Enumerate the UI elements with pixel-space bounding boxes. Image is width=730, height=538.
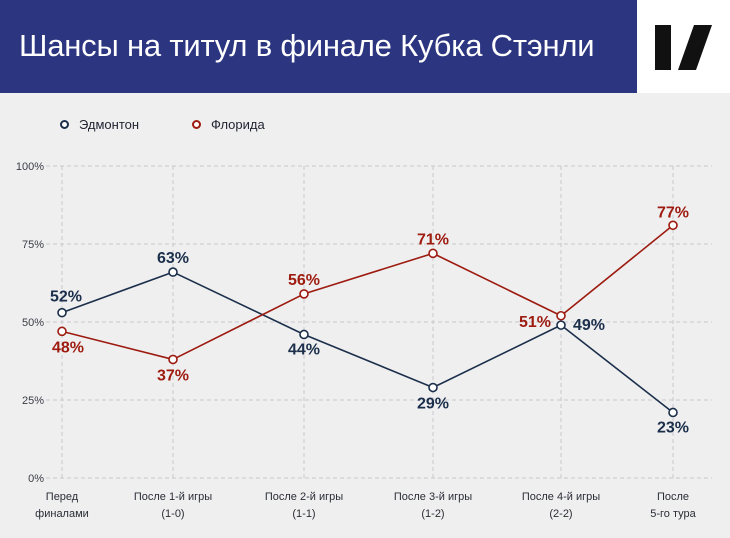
legend-item-edmonton: Эдмонтон — [60, 117, 139, 132]
plot-area — [0, 93, 730, 538]
legend-item-florida: Флорида — [192, 117, 265, 132]
title-banner: Шансы на титул в финале Кубка Стэнли — [0, 0, 637, 93]
legend-label-florida: Флорида — [211, 117, 265, 132]
chart-title: Шансы на титул в финале Кубка Стэнли — [19, 28, 595, 63]
legend-marker-edmonton — [60, 120, 69, 129]
logo-icon — [655, 25, 712, 70]
logo — [637, 0, 730, 93]
legend-label-edmonton: Эдмонтон — [79, 117, 140, 132]
legend-marker-florida — [192, 120, 201, 129]
